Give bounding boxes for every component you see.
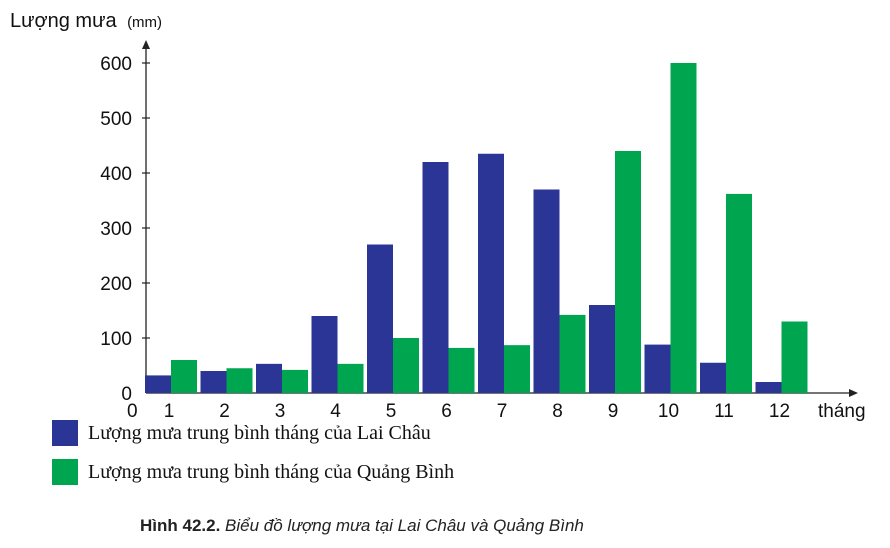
bar-quang-binh-month-4: [337, 363, 364, 393]
x-tick-label: 11: [714, 401, 734, 422]
bar-lai-chau-month-2: [200, 371, 227, 393]
y-axis-label: Lượng mưa (mm): [10, 10, 162, 32]
y-tick-label: 600: [100, 54, 132, 75]
bar-quang-binh-month-5: [393, 338, 419, 393]
y-tick-label: 100: [100, 329, 132, 350]
bar-lai-chau-month-1: [145, 375, 171, 393]
bar-lai-chau-month-9: [589, 305, 615, 393]
figure-caption: Hình 42.2. Biểu đồ lượng mưa tại Lai Châ…: [140, 516, 584, 536]
x-tick-label: 3: [275, 401, 286, 422]
legend-item-quang-binh: Lượng mưa trung bình tháng của Quảng Bìn…: [52, 459, 454, 485]
x-tick-label: 1: [164, 401, 175, 422]
bar-quang-binh-month-6: [448, 347, 475, 393]
x-tick-label: 10: [658, 401, 679, 422]
bar-lai-chau-month-10: [644, 344, 671, 393]
bar-quang-binh-month-11: [726, 193, 752, 393]
bar-quang-binh-month-8: [559, 314, 586, 393]
legend-label-quang-binh: Lượng mưa trung bình tháng của Quảng Bìn…: [88, 460, 455, 483]
bar-quang-binh-month-3: [282, 369, 308, 393]
x-tick-label: 7: [497, 401, 508, 422]
legend-label-lai-chau: Lượng mưa trung bình tháng của Lai Châu: [88, 421, 431, 444]
bar-lai-chau-month-7: [478, 153, 504, 393]
x-ticks: 1 2 3 4 5 6 7 8 9 10 11 12: [164, 401, 790, 422]
bars: [145, 63, 808, 393]
bar-quang-binh-month-9: [615, 151, 641, 393]
y-tick-label: 500: [100, 109, 132, 130]
x-tick-label: 5: [386, 401, 397, 422]
bar-quang-binh-month-1: [171, 360, 197, 393]
y-ticks: 0 100 200 300 400 500 600: [100, 54, 150, 405]
y-tick-label: 300: [100, 219, 132, 240]
y-axis-arrow: [142, 40, 150, 49]
bar-lai-chau-month-8: [533, 189, 560, 393]
x-tick-label: 12: [769, 401, 790, 422]
bar-quang-binh-month-2: [226, 368, 253, 393]
x-tick-label: 4: [330, 401, 341, 422]
x-tick-label: 9: [608, 401, 619, 422]
origin-label: 0: [127, 401, 138, 422]
bar-lai-chau-month-11: [700, 362, 726, 393]
bar-quang-binh-month-10: [670, 63, 697, 393]
x-tick-label: 2: [219, 401, 230, 422]
bar-lai-chau-month-12: [755, 382, 782, 393]
bar-lai-chau-month-3: [256, 363, 282, 393]
y-tick-label: 400: [100, 164, 132, 185]
y-tick-label: 0: [121, 384, 132, 405]
x-axis-label: tháng: [818, 401, 866, 422]
bar-quang-binh-month-12: [781, 321, 808, 393]
bar-lai-chau-month-4: [311, 316, 338, 393]
x-tick-label: 8: [552, 401, 563, 422]
x-tick-label: 6: [441, 401, 452, 422]
x-axis-arrow: [849, 389, 858, 397]
caption-text: Biểu đồ lượng mưa tại Lai Châu và Quảng …: [225, 516, 584, 535]
legend-swatch-lai-chau: [52, 420, 78, 446]
bar-lai-chau-month-5: [367, 244, 393, 393]
caption-label: Hình 42.2.: [140, 516, 221, 535]
y-tick-label: 200: [100, 274, 132, 295]
bar-quang-binh-month-7: [504, 345, 530, 393]
bar-lai-chau-month-6: [422, 162, 449, 393]
legend-item-lai-chau: Lượng mưa trung bình tháng của Lai Châu: [52, 420, 431, 446]
legend-swatch-quang-binh: [52, 459, 78, 485]
